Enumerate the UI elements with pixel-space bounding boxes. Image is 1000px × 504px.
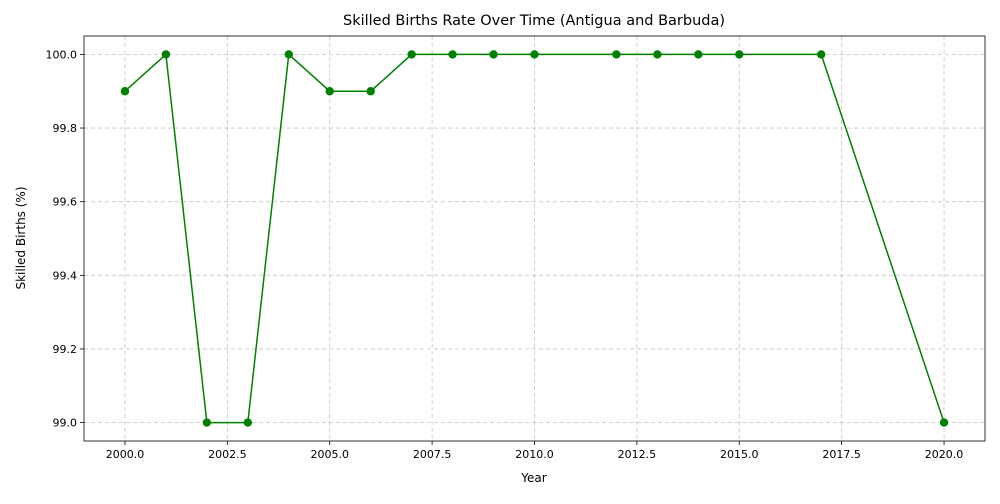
data-point bbox=[530, 50, 539, 59]
data-point bbox=[243, 418, 253, 427]
x-tick-label: 2017.5 bbox=[822, 448, 861, 461]
chart-title: Skilled Births Rate Over Time (Antigua a… bbox=[343, 13, 725, 29]
x-tick-label: 2005.0 bbox=[310, 448, 349, 461]
data-point bbox=[612, 50, 621, 59]
y-axis-ticks: 99.0 99.2 99.4 99.6 99.8 100.0 bbox=[46, 48, 84, 430]
data-point bbox=[284, 50, 293, 59]
data-series bbox=[120, 50, 949, 427]
data-point bbox=[694, 50, 703, 59]
data-point bbox=[407, 50, 416, 59]
data-point bbox=[489, 50, 498, 59]
data-point bbox=[816, 50, 826, 59]
x-tick-label: 2015.0 bbox=[720, 448, 759, 461]
x-tick-label: 2000.0 bbox=[106, 448, 145, 461]
x-axis-label: Year bbox=[520, 471, 546, 485]
y-tick-label: 99.0 bbox=[53, 417, 78, 430]
data-point bbox=[735, 50, 744, 59]
x-tick-label: 2007.5 bbox=[413, 448, 452, 461]
x-tick-label: 2020.0 bbox=[925, 448, 964, 461]
y-tick-label: 99.4 bbox=[53, 269, 78, 282]
data-point bbox=[161, 50, 171, 59]
y-tick-label: 99.8 bbox=[53, 122, 78, 135]
x-tick-label: 2002.5 bbox=[208, 448, 247, 461]
y-tick-label: 100.0 bbox=[46, 48, 78, 61]
grid-lines bbox=[84, 36, 985, 441]
x-axis-ticks: 2000.0 2002.5 2005.0 2007.5 2010.0 2012.5 2015… bbox=[106, 441, 964, 461]
x-tick-label: 2012.5 bbox=[618, 448, 657, 461]
y-tick-label: 99.6 bbox=[53, 196, 78, 209]
data-point bbox=[366, 87, 375, 96]
data-point bbox=[939, 418, 949, 427]
y-axis-label: Skilled Births (%) bbox=[14, 186, 28, 289]
data-point bbox=[325, 87, 334, 96]
data-point bbox=[653, 50, 662, 59]
x-tick-label: 2010.0 bbox=[515, 448, 554, 461]
data-point bbox=[120, 87, 130, 96]
data-point bbox=[202, 418, 212, 427]
y-tick-label: 99.2 bbox=[53, 343, 78, 356]
data-point bbox=[448, 50, 457, 59]
